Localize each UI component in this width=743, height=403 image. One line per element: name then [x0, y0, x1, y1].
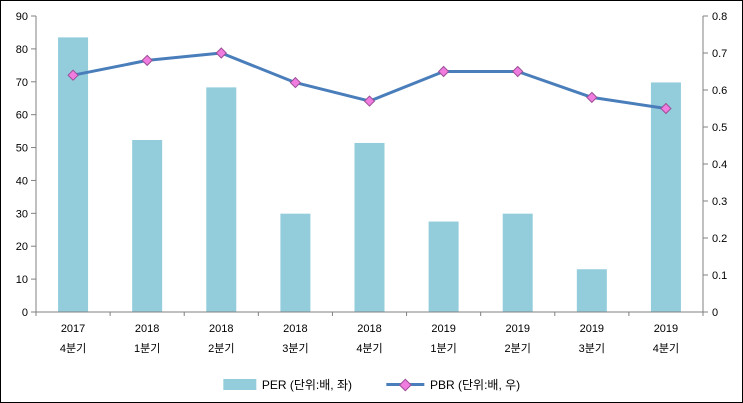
- legend-label-per: PER (단위:배, 좌): [261, 378, 352, 392]
- x-category-label-year: 2019: [505, 323, 529, 335]
- pbr-marker: [437, 65, 450, 78]
- pbr-marker: [660, 102, 672, 115]
- left-axis-tick-label: 80: [16, 44, 28, 56]
- pbr-marker: [586, 91, 598, 104]
- right-axis-tick-label: 0.8: [712, 11, 727, 23]
- x-category-label-year: 2018: [135, 323, 159, 335]
- pbr-marker: [289, 76, 302, 89]
- x-category-label-quarter: 2분기: [208, 342, 234, 355]
- x-category-label-year: 2017: [61, 323, 85, 335]
- left-axis-tick-label: 70: [16, 77, 28, 89]
- per-bar: [206, 87, 237, 312]
- legend-label-pbr: PBR (단위:배, 우): [430, 378, 521, 392]
- left-axis-tick-label: 90: [16, 11, 28, 23]
- x-category-label-quarter: 4분기: [60, 342, 86, 355]
- left-axis-tick-label: 40: [16, 175, 28, 187]
- right-axis-tick-label: 0.6: [712, 85, 727, 97]
- x-category-label-year: 2018: [283, 323, 307, 335]
- pbr-marker: [215, 47, 227, 59]
- x-category-label-quarter: 4분기: [356, 342, 382, 355]
- left-axis-tick-label: 0: [22, 307, 28, 319]
- pbr-marker: [67, 69, 79, 81]
- per-bar: [650, 82, 681, 313]
- legend-item-pbr: PBR (단위:배, 우): [386, 376, 520, 393]
- x-category-label-year: 2018: [357, 323, 381, 335]
- x-category-label-quarter: 1분기: [134, 342, 160, 355]
- pbr-line-swatch-icon: [386, 383, 424, 386]
- right-axis-tick-label: 0.2: [712, 233, 727, 245]
- right-axis-tick-label: 0: [712, 307, 718, 319]
- pbr-marker: [363, 95, 376, 107]
- per-bar: [58, 37, 89, 312]
- right-axis-tick-label: 0.1: [712, 270, 727, 282]
- x-category-label-year: 2019: [654, 323, 678, 335]
- legend: PER (단위:배, 좌) PBR (단위:배, 우): [222, 376, 520, 393]
- x-category-label-year: 2018: [209, 323, 233, 335]
- right-axis-tick-label: 0.4: [712, 159, 727, 171]
- right-axis-tick-label: 0.5: [712, 122, 727, 134]
- x-category-label-quarter: 2분기: [505, 342, 531, 355]
- legend-item-per: PER (단위:배, 좌): [222, 376, 352, 393]
- per-bar: [280, 213, 311, 312]
- x-category-label-quarter: 3분기: [579, 342, 605, 355]
- x-category-label-year: 2019: [431, 323, 455, 335]
- right-axis-tick-label: 0.3: [712, 196, 727, 208]
- left-axis-tick-label: 30: [16, 208, 28, 220]
- x-category-label-quarter: 3분기: [282, 342, 308, 355]
- x-category-label-quarter: 1분기: [430, 342, 456, 355]
- left-axis-tick-label: 20: [16, 241, 28, 253]
- per-bar: [502, 213, 533, 312]
- per-bar-swatch-icon: [222, 379, 256, 390]
- pbr-marker: [512, 65, 524, 78]
- per-bar: [354, 142, 385, 312]
- left-axis-tick-label: 60: [16, 110, 28, 122]
- right-axis-tick-label: 0.7: [712, 48, 727, 60]
- x-category-label-quarter: 4분기: [653, 342, 679, 355]
- left-axis-tick-label: 10: [16, 274, 28, 286]
- left-axis-tick-label: 50: [16, 143, 28, 155]
- x-category-label-year: 2019: [580, 323, 604, 335]
- per-bar: [428, 221, 459, 312]
- per-bar: [576, 269, 607, 312]
- per-bar: [132, 139, 163, 312]
- pbr-marker: [141, 54, 153, 67]
